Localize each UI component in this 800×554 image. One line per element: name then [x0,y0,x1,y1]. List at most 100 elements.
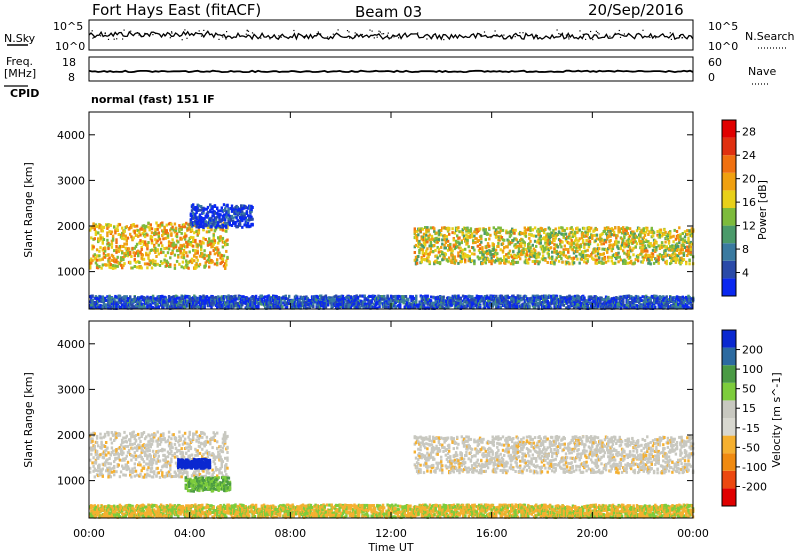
nsearch-point [104,32,106,34]
scatter-cell [213,239,217,243]
scatter-cell [224,266,227,269]
scatter-cell [666,237,670,241]
scatter-cell [154,238,157,242]
scatter-cell [428,262,431,266]
scatter-cell [456,245,459,249]
nsearch-point [108,34,110,36]
scatter-cell [219,209,222,213]
scatter-cell [336,306,339,310]
scatter-cell [581,232,585,235]
scatter-cell [451,261,454,265]
scatter-cell [643,233,647,237]
scatter-cell [260,297,263,301]
nsearch-point [398,37,400,39]
scatter-cell [318,300,322,304]
scatter-cell [139,241,142,245]
scatter-cell [171,238,174,242]
nsearch-point [510,37,512,39]
scatter-cell [157,231,160,235]
nsearch-point [251,32,254,34]
scatter-cell [619,258,623,262]
scatter-cell [499,300,503,304]
scatter-cell [391,302,394,306]
scatter-cell [129,295,132,299]
scatter-cell [166,236,170,240]
scatter-cell [485,301,489,305]
scatter-cell [275,295,278,299]
scatter-cell [426,226,429,230]
scatter-cell [315,297,318,301]
scatter-cell [245,212,249,215]
nsearch-point [597,32,599,34]
scatter-cell [509,253,513,257]
scatter-cell [302,296,306,300]
scatter-cell [139,233,142,237]
scatter-cell [294,302,298,306]
scatter-cell [183,265,187,269]
scatter-cell [186,254,189,258]
scatter-cell [480,240,483,244]
scatter-cell [137,252,140,256]
scatter-cell [642,229,645,233]
scatter-cell [596,252,600,256]
scatter-cell [579,245,583,249]
scatter-cell [517,255,521,259]
scatter-cell [101,263,104,267]
scatter-cell [537,227,540,231]
scatter-cell [586,232,589,236]
scatter-cell [580,256,584,260]
scatter-cell [488,244,491,248]
scatter-cell [130,235,133,239]
scatter-cell [477,297,481,301]
scatter-cell [524,228,528,232]
scatter-cell [505,259,508,263]
scatter-cell [657,261,660,265]
scatter-cell [601,247,604,251]
scatter-cell [627,250,631,254]
scatter-cell [435,254,438,258]
scatter-cell [623,236,626,240]
scatter-cell [288,294,291,298]
scatter-cell [185,240,188,244]
scatter-cell [512,229,515,233]
scatter-cell [459,246,462,250]
scatter-cell [167,240,171,244]
scatter-cell [626,232,629,235]
scatter-cell [147,241,150,244]
scatter-cell [543,231,546,235]
scatter-cell [203,217,206,221]
scatter-cell [681,232,684,235]
scatter-cell [294,297,298,301]
scatter-cell [507,260,510,264]
scatter-cell [170,241,173,245]
scatter-cell [493,251,497,255]
scatter-cell [603,257,607,261]
scatter-cell [433,227,436,231]
scatter-cell [451,227,454,231]
scatter-cell [177,240,180,244]
scatter-cell [478,256,482,260]
scatter-cell [250,215,253,219]
scatter-cell [587,226,591,229]
scatter-cell [469,305,473,308]
scatter-cell [674,245,678,249]
scatter-cell [201,252,204,256]
scatter-cell [556,252,560,256]
scatter-cell [131,238,134,242]
nsearch-point [152,34,154,36]
scatter-cell [164,236,167,240]
scatter-cell [167,265,171,268]
scatter-cell [468,257,471,261]
scatter-cell [467,230,470,234]
scatter-cell [219,256,222,260]
nsearch-label: N.Search [745,30,795,43]
scatter-cell [159,303,163,307]
scatter-cell [415,235,419,239]
scatter-cell [444,241,447,244]
scatter-cell [133,258,136,261]
scatter-cell [546,261,549,264]
scatter-cell [212,233,215,237]
nsearch-point [280,36,282,38]
scatter-cell [477,295,481,299]
scatter-cell [633,232,636,236]
